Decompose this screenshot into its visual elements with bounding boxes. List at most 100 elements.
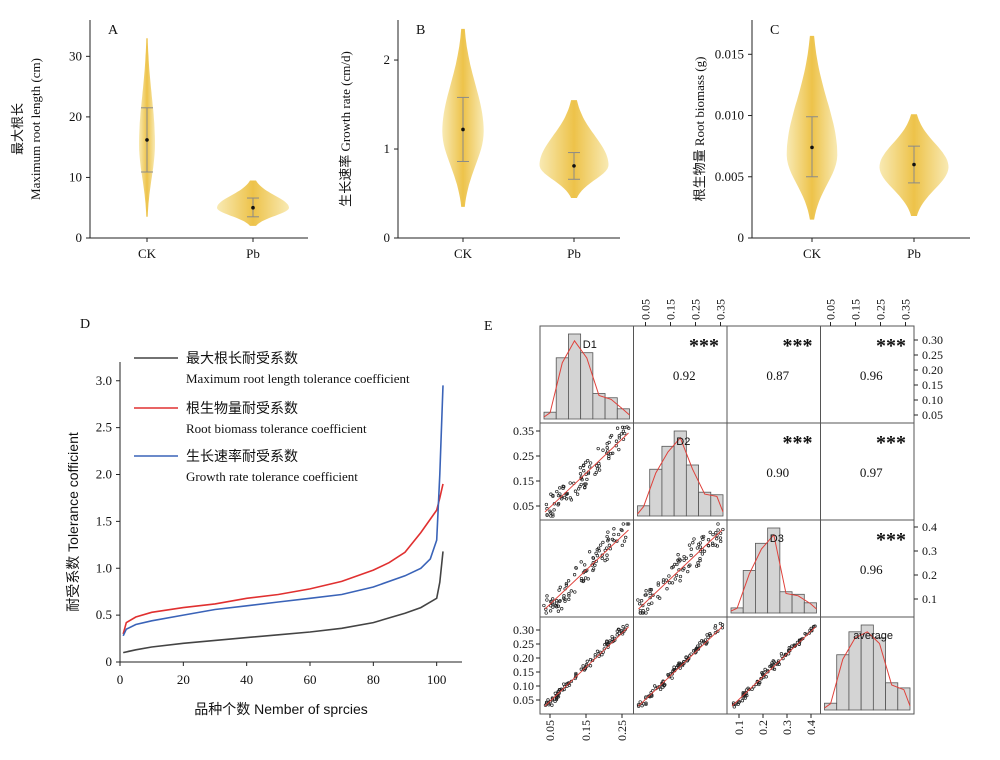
scatter-point bbox=[674, 573, 679, 578]
scatter-point bbox=[595, 649, 600, 653]
scatter-point bbox=[551, 597, 555, 601]
scatter-point bbox=[696, 561, 700, 565]
scatter-point bbox=[578, 472, 583, 476]
diagonal-label: average bbox=[853, 630, 893, 642]
axis-tick-label: 0.15 bbox=[579, 720, 593, 741]
scatter-point bbox=[544, 502, 549, 507]
axis-tick-label: 0.20 bbox=[922, 363, 943, 377]
correlation-value: 0.96 bbox=[860, 562, 883, 577]
axis-tick-label: 0.30 bbox=[513, 623, 534, 637]
mean-point bbox=[572, 164, 576, 168]
scatter-point bbox=[554, 599, 559, 603]
axis-tick-label: 0.2 bbox=[756, 720, 770, 735]
series-line-2 bbox=[122, 385, 444, 637]
scatter-point bbox=[607, 543, 612, 547]
scatter-point bbox=[615, 633, 619, 637]
scatter-point bbox=[610, 537, 615, 542]
scatter-point bbox=[653, 684, 657, 688]
fit-line bbox=[731, 626, 816, 707]
scatter-point bbox=[698, 556, 702, 561]
scatter-point bbox=[700, 552, 705, 556]
legend-label-en: Growth rate tolerance coefficient bbox=[186, 469, 358, 484]
scatter-point bbox=[661, 580, 666, 584]
scatter-point bbox=[572, 573, 577, 577]
histogram-bar bbox=[555, 357, 569, 420]
scatter-point bbox=[615, 426, 620, 430]
scatter-point bbox=[621, 522, 625, 526]
histogram-bar bbox=[872, 637, 886, 711]
violin-Pb bbox=[539, 100, 609, 198]
scatter-point bbox=[713, 631, 718, 635]
histogram-bar bbox=[848, 631, 862, 711]
scatter-point bbox=[786, 648, 791, 653]
scatter-point bbox=[691, 649, 696, 653]
scatter-point bbox=[549, 492, 553, 496]
scatter-point bbox=[743, 696, 747, 700]
scatter-point bbox=[670, 672, 674, 676]
violin-panel-a: 0 10 20 30 CK Pb 最大根长 Maximum root length (cm) bbox=[10, 20, 308, 261]
axis-tick-label: 0.05 bbox=[513, 499, 534, 513]
y-tick-label: 0.010 bbox=[715, 108, 744, 123]
y-tick-label: 2.5 bbox=[96, 420, 112, 435]
scatter-point bbox=[579, 560, 583, 564]
scatter-point bbox=[648, 589, 652, 593]
scatter-point bbox=[698, 558, 702, 563]
density-curve bbox=[543, 339, 630, 418]
histogram-bar bbox=[779, 591, 793, 614]
scatter-point bbox=[600, 556, 604, 561]
scatter-point bbox=[560, 607, 564, 611]
y-tick-label: 0.5 bbox=[96, 607, 112, 622]
axis-tick-label: 0.1 bbox=[922, 592, 937, 606]
scatter-point bbox=[581, 667, 585, 671]
axis-tick-label: 0.15 bbox=[513, 665, 534, 679]
y-axis-label: 耐受系数 Tolerance cofficient bbox=[65, 432, 81, 612]
scatter-point bbox=[617, 436, 622, 440]
scatter-point bbox=[651, 593, 655, 597]
scatter-point bbox=[605, 557, 609, 561]
scatter-point bbox=[766, 670, 770, 674]
scatter-point bbox=[789, 646, 793, 650]
scatter-point bbox=[574, 671, 578, 676]
scatter-point bbox=[596, 446, 600, 451]
scatter-point bbox=[586, 459, 590, 463]
axis-tick-label: 0.05 bbox=[922, 408, 943, 422]
scatter-point bbox=[593, 653, 597, 657]
scatter-point bbox=[713, 626, 717, 630]
scatter-point bbox=[552, 508, 556, 512]
y-tick-label: 0.015 bbox=[715, 46, 744, 61]
scatter-point bbox=[737, 700, 742, 704]
scatter-point bbox=[763, 667, 767, 672]
axis-tick-label: 0.15 bbox=[849, 299, 863, 320]
scatter-point bbox=[594, 551, 598, 555]
axis-tick-label: 0.20 bbox=[513, 651, 534, 665]
scatter-point bbox=[689, 553, 693, 558]
line-panel-d: 0 0.5 1.0 1.5 2.0 2.5 3.0 0 20 40 60 80 100 品种个数 Nemb… bbox=[65, 350, 462, 717]
scatter-point bbox=[555, 489, 559, 494]
scatter-point bbox=[600, 653, 604, 657]
scatter-point bbox=[569, 679, 574, 684]
scatter-point bbox=[686, 569, 690, 574]
histogram-bar bbox=[649, 468, 663, 517]
scatter-point bbox=[644, 589, 648, 593]
axis-tick-label: 0.10 bbox=[513, 679, 534, 693]
y-axis-label-cn: 最大根长 bbox=[10, 103, 25, 155]
scatter-point bbox=[658, 687, 663, 692]
scatter-point bbox=[638, 700, 642, 704]
scatter-point bbox=[554, 696, 559, 700]
scatter-point bbox=[750, 687, 754, 691]
scatter-point bbox=[567, 597, 571, 602]
diagonal-label: D2 bbox=[676, 436, 690, 448]
y-tick-label: 0 bbox=[76, 230, 83, 245]
scatter-point bbox=[667, 574, 671, 578]
scatter-point bbox=[740, 699, 745, 703]
scatter-point bbox=[622, 539, 627, 543]
scatter-point bbox=[583, 482, 587, 486]
scatter-point bbox=[583, 576, 588, 580]
correlation-value: 0.92 bbox=[673, 368, 696, 383]
scatter-point bbox=[698, 545, 703, 549]
scatter-point bbox=[568, 481, 572, 485]
axis-tick-label: 0.05 bbox=[543, 720, 557, 741]
scatter-point bbox=[636, 598, 640, 602]
axis-tick-label: 0.3 bbox=[780, 720, 794, 735]
histogram-bar bbox=[755, 542, 769, 614]
